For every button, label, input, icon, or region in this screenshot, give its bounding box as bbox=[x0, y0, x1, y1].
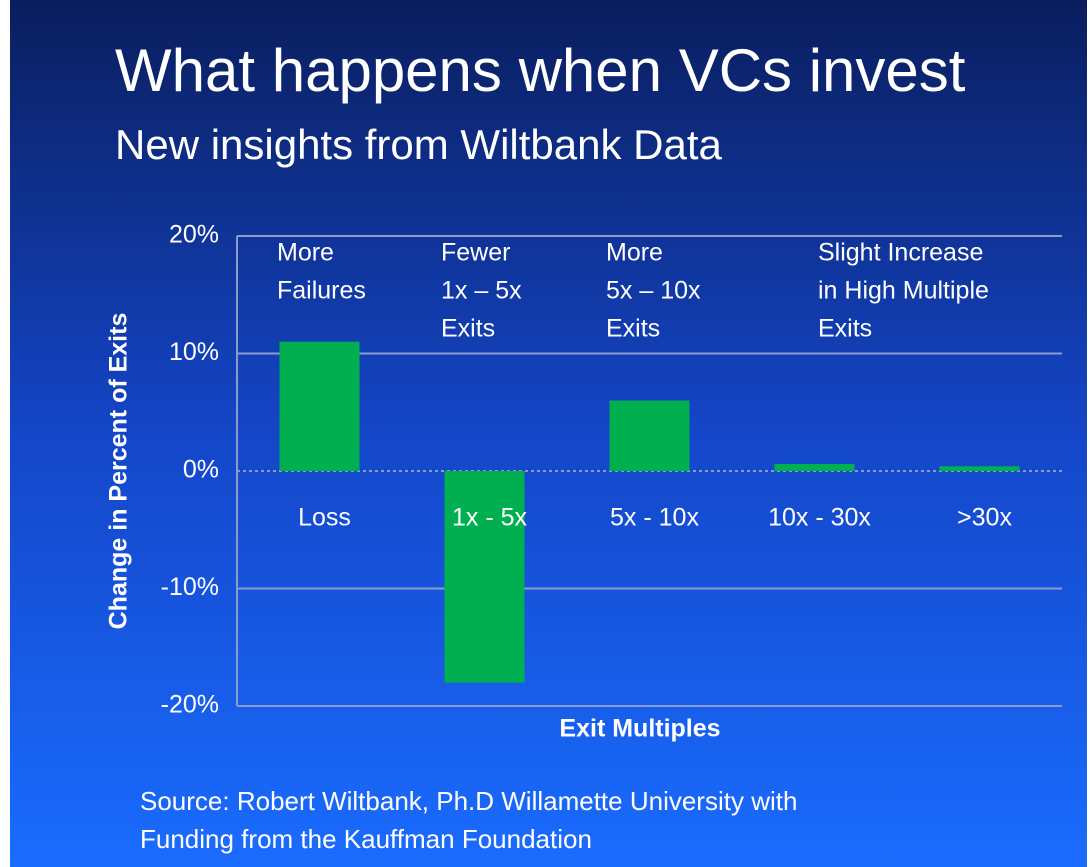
annotation: 1x – 5x bbox=[441, 277, 522, 305]
annotation: in High Multiple bbox=[818, 277, 989, 305]
x-tick-label: 1x - 5x bbox=[452, 504, 528, 532]
bar bbox=[279, 341, 360, 471]
x-tick-label: >30x bbox=[957, 504, 1012, 532]
x-tick-label: 5x - 10x bbox=[610, 504, 699, 532]
x-axis-label: Exit Multiples bbox=[559, 715, 720, 743]
y-tick-label: -20% bbox=[161, 691, 219, 719]
source-note: Funding from the Kauffman Foundation bbox=[140, 824, 592, 854]
annotation: Failures bbox=[277, 277, 366, 305]
annotation: Exits bbox=[606, 315, 660, 343]
subtitle: New insights from Wiltbank Data bbox=[115, 121, 723, 168]
source-note: Source: Robert Wiltbank, Ph.D Willamette… bbox=[140, 786, 797, 816]
annotation: Slight Increase bbox=[818, 239, 983, 267]
y-tick-label: 20% bbox=[169, 221, 219, 249]
y-tick-label: 10% bbox=[169, 338, 219, 366]
annotation: Exits bbox=[441, 315, 495, 343]
y-tick-label: 0% bbox=[183, 456, 219, 484]
annotation: 5x – 10x bbox=[606, 277, 701, 305]
y-tick-label: -10% bbox=[161, 573, 219, 601]
x-tick-label: Loss bbox=[298, 504, 351, 532]
annotation: Fewer bbox=[441, 239, 510, 267]
annotation: Exits bbox=[818, 315, 872, 343]
annotation: More bbox=[606, 239, 663, 267]
background bbox=[10, 0, 1087, 867]
y-axis-label: Change in Percent of Exits bbox=[105, 313, 133, 630]
bar bbox=[774, 463, 855, 471]
annotation: More bbox=[277, 239, 334, 267]
x-tick-label: 10x - 30x bbox=[768, 504, 871, 532]
bar bbox=[444, 471, 525, 683]
bar bbox=[609, 400, 690, 471]
bar bbox=[939, 466, 1020, 471]
title: What happens when VCs invest bbox=[115, 37, 966, 104]
